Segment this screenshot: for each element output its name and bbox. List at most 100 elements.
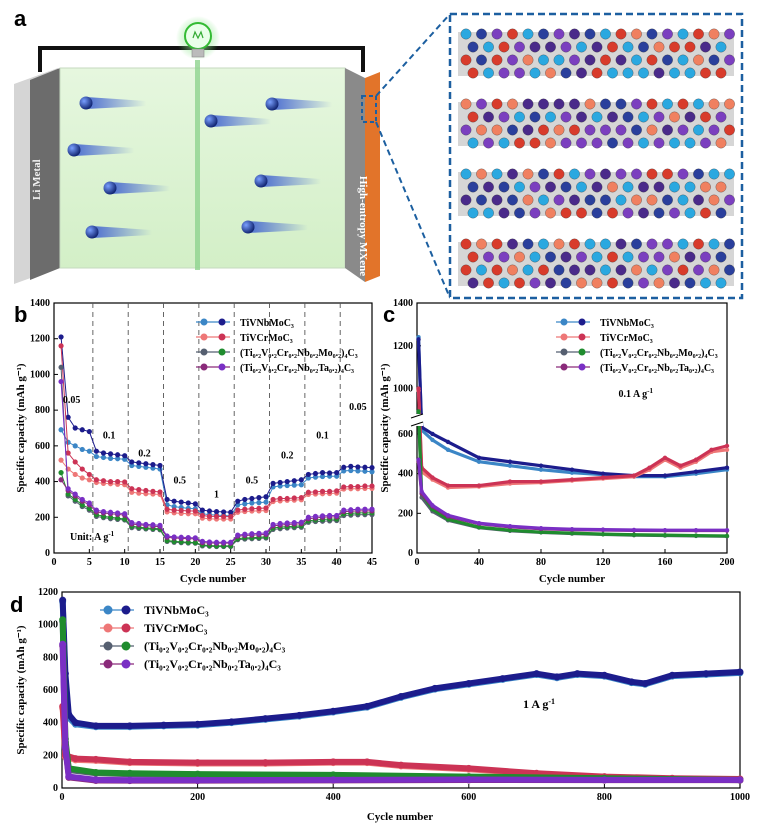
data-point <box>499 675 507 683</box>
data-point <box>164 496 170 503</box>
data-point <box>115 452 121 458</box>
data-point <box>270 521 276 528</box>
data-point <box>507 524 513 529</box>
data-point <box>476 483 482 488</box>
data-point <box>178 499 184 505</box>
data-point <box>631 527 637 533</box>
legend-marker <box>121 605 131 615</box>
data-point <box>107 478 114 485</box>
data-point <box>143 521 149 528</box>
data-point <box>538 479 544 484</box>
y-tick-label: 1200 <box>38 587 58 598</box>
panel-d-y-label: Specific capacity (mAh g⁻¹) <box>15 625 27 755</box>
data-point <box>129 489 135 495</box>
data-point <box>242 531 248 537</box>
data-point <box>72 755 80 763</box>
data-point <box>647 465 652 470</box>
data-point <box>100 508 107 515</box>
data-point <box>72 719 80 727</box>
data-point <box>72 491 78 497</box>
data-point <box>334 512 340 519</box>
data-point <box>284 482 290 489</box>
data-point <box>86 471 92 478</box>
data-point <box>171 498 177 504</box>
data-point <box>93 477 99 483</box>
data-point <box>369 465 375 471</box>
panel-d-letter: d <box>10 592 23 617</box>
data-point <box>185 535 191 541</box>
data-point <box>129 486 135 492</box>
x-tick-label: 200 <box>190 792 205 803</box>
panel-c-legend: TiVNbMoC₃ TiVCrMoC₃ (Ti₀.₂V₀.₂Cr₀.₂Nb₀.₂Mo… <box>556 318 718 374</box>
data-point <box>348 467 354 474</box>
data-point <box>341 484 347 490</box>
data-point <box>59 640 67 648</box>
data-point <box>129 462 135 469</box>
data-point <box>445 483 451 488</box>
data-point <box>206 513 213 519</box>
legend-marker <box>200 333 208 341</box>
data-point <box>341 468 347 474</box>
legend-item-4: (Ti₀.₂V₀.₂Cr₀.₂Nb₀.₂Ta₀.₂)₄C₃ <box>100 657 281 671</box>
data-point <box>157 522 163 528</box>
data-point <box>334 488 340 494</box>
data-point <box>126 776 134 784</box>
data-point <box>136 463 142 469</box>
series-line <box>416 388 728 488</box>
data-point <box>693 469 699 474</box>
series-2-stages <box>58 343 375 520</box>
legend-item-4: (Ti₀.₂V₀.₂Cr₀.₂Nb₀.₂Ta₀.₂)₄C₃ <box>556 363 714 374</box>
separator <box>195 60 200 270</box>
x-tick-label: 600 <box>461 792 476 803</box>
data-point <box>476 525 482 530</box>
data-point <box>92 722 100 730</box>
x-tick-label: 200 <box>720 557 735 568</box>
light-bulb-icon <box>176 16 220 60</box>
data-point <box>430 437 435 443</box>
data-point <box>600 776 608 784</box>
data-point <box>291 520 297 526</box>
series-3-points <box>416 409 730 539</box>
data-point <box>107 514 114 520</box>
data-point <box>126 722 134 730</box>
data-point <box>86 505 92 511</box>
data-point <box>164 533 170 539</box>
data-point <box>355 483 361 490</box>
data-point <box>263 499 269 505</box>
data-point <box>736 776 744 784</box>
data-point <box>538 463 544 468</box>
y-tick-label: 1200 <box>393 341 413 352</box>
y-tick-label: 600 <box>35 441 50 452</box>
data-point <box>194 770 202 778</box>
data-point <box>143 487 149 494</box>
panel-b-series <box>58 334 375 550</box>
panel-c-ticks: 0 40 80 120 160 200 0 200 400 600 1000 1200 1400 <box>393 298 735 568</box>
data-point <box>362 468 368 474</box>
data-point <box>693 457 699 462</box>
data-point <box>277 483 283 489</box>
y-tick-label: 200 <box>43 750 58 761</box>
data-point <box>228 513 234 520</box>
data-point <box>341 507 347 513</box>
data-point <box>150 465 156 471</box>
data-point <box>129 459 135 465</box>
data-point <box>160 721 168 729</box>
zoom-source-box <box>361 95 377 123</box>
data-point <box>416 409 421 414</box>
panel-b-x-label: Cycle number <box>180 573 246 585</box>
x-tick-label: 0 <box>415 557 420 568</box>
data-point <box>171 507 177 513</box>
data-point <box>192 501 198 507</box>
data-point <box>194 776 202 784</box>
data-point <box>192 508 198 514</box>
x-tick-label: 25 <box>226 557 236 568</box>
data-point <box>235 507 241 513</box>
data-point <box>319 488 326 494</box>
x-tick-label: 30 <box>261 557 271 568</box>
data-point <box>65 773 73 781</box>
legend-item-1: TiVNbMoC₃ <box>556 318 654 329</box>
electrolyte-region <box>59 67 346 269</box>
data-point <box>100 450 107 456</box>
data-point <box>329 771 337 779</box>
